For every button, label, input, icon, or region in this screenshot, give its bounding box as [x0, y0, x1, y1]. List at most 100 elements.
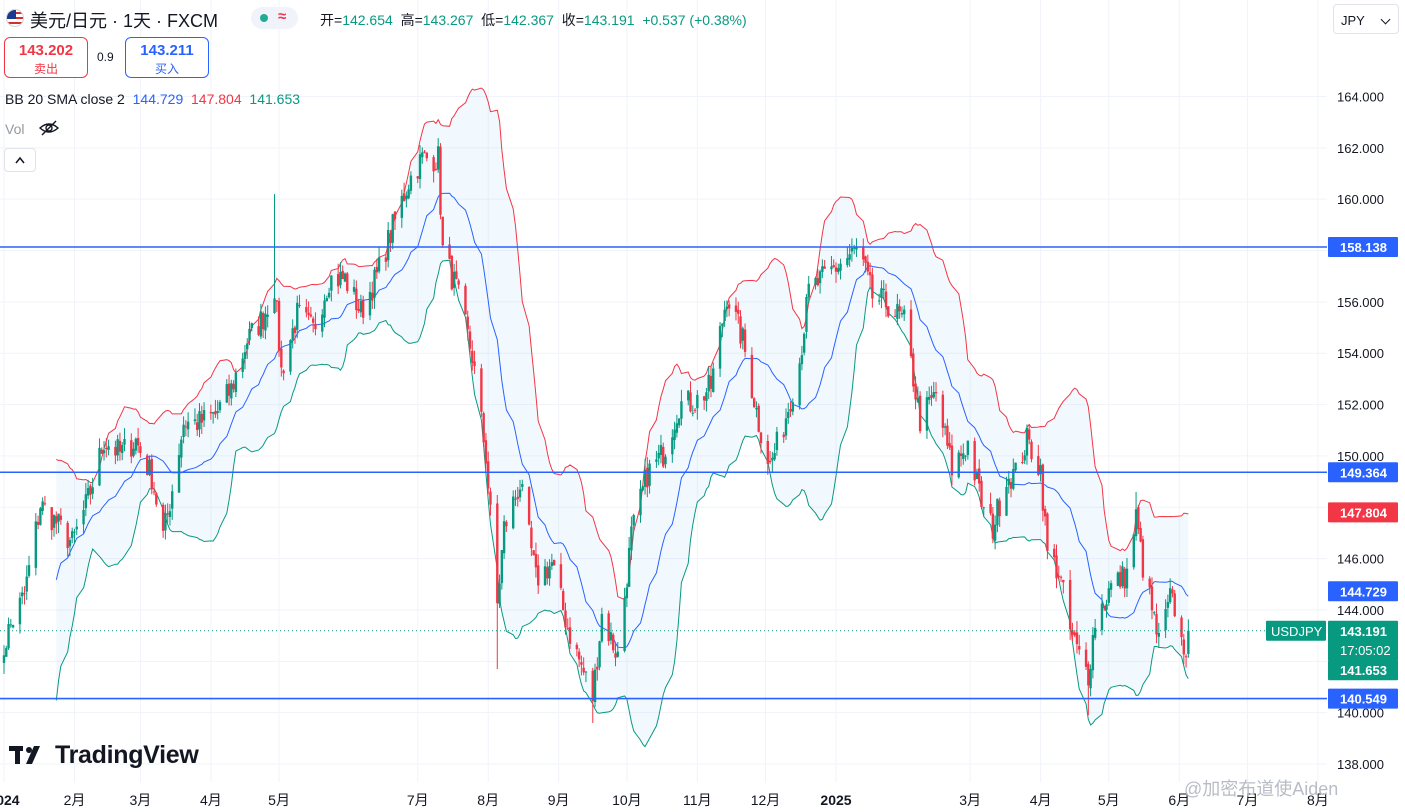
collapse-legend-button[interactable] — [4, 148, 36, 172]
market-status[interactable]: ≈ — [251, 7, 298, 29]
candle-body — [1005, 486, 1008, 516]
candle-body — [741, 328, 744, 341]
candle-body — [323, 300, 326, 318]
candle-body — [198, 411, 201, 430]
candle-body — [846, 258, 849, 266]
candle-body — [352, 287, 356, 292]
candle-body — [307, 312, 310, 315]
candle-body — [105, 448, 108, 450]
us-flag-icon — [6, 9, 24, 27]
candle-body — [566, 628, 569, 630]
candle-body — [405, 195, 408, 200]
horizontal-levels[interactable] — [0, 246, 1327, 700]
vol-indicator-label[interactable]: Vol — [5, 121, 25, 137]
candle-body — [289, 340, 292, 372]
candle-body — [791, 402, 795, 412]
time-axis[interactable]: 2024 2月 3月 4月 5月 7月 8月 9月 10月 11月 12月 2025 3月 4月 5月 6月 7… — [0, 792, 1329, 808]
candle-body — [134, 438, 138, 451]
candle-body — [943, 426, 947, 428]
symbol-tag-bg — [1266, 620, 1326, 641]
candle-body — [1043, 508, 1047, 517]
candle-body — [975, 471, 979, 480]
candle-body — [57, 513, 60, 522]
time-tick-label: 2025 — [820, 792, 851, 808]
candle-body — [27, 565, 31, 576]
candle-body — [1173, 593, 1176, 617]
buy-button[interactable]: 143.211 买入 — [125, 37, 209, 78]
candle-body — [18, 597, 22, 625]
candle-body — [452, 271, 456, 288]
tradingview-logo[interactable]: TradingView — [9, 740, 199, 770]
candle-body — [341, 270, 344, 280]
buy-label: 买入 — [154, 62, 179, 76]
candle-body — [384, 257, 388, 262]
candle-body — [980, 480, 983, 508]
candle-body — [466, 316, 469, 330]
tradingview-logo-text: TradingView — [55, 741, 199, 769]
candle-body — [368, 291, 372, 316]
eye-hidden-icon[interactable] — [38, 119, 60, 137]
candle-body — [1118, 572, 1122, 587]
candle-body — [1062, 579, 1065, 583]
candle-body — [211, 412, 215, 414]
candle-body — [639, 488, 642, 516]
candle-body — [214, 411, 217, 415]
candle-body — [548, 566, 551, 579]
currency-select[interactable]: JPY — [1333, 4, 1399, 34]
candle-body — [9, 624, 13, 626]
candle-body — [734, 305, 738, 312]
sell-button[interactable]: 143.202 卖出 — [4, 37, 88, 78]
candle-body — [1103, 605, 1106, 609]
candle-body — [432, 157, 435, 172]
candle-body — [480, 368, 483, 412]
time-tick-label: 4月 — [200, 792, 222, 808]
candle-body — [912, 353, 915, 387]
candle-body — [707, 374, 710, 392]
candle-body — [814, 277, 817, 285]
candle-body — [55, 516, 58, 524]
open-label: 开= — [320, 12, 343, 28]
time-tick-label: 8月 — [477, 792, 499, 808]
time-tick-label: 2月 — [64, 792, 86, 808]
candle-body — [98, 447, 101, 486]
candle-body — [309, 314, 313, 317]
candle-body — [346, 273, 349, 291]
candle-body — [1166, 602, 1170, 608]
candle-body — [675, 423, 679, 433]
candle-body — [500, 550, 504, 584]
candle-body — [641, 486, 644, 491]
candle-body — [218, 402, 222, 411]
candle-body — [805, 296, 808, 332]
candle-body — [471, 350, 474, 363]
price-tick-label: 138.000 — [1337, 757, 1384, 772]
candle-body — [273, 298, 276, 314]
candle-body — [66, 522, 69, 549]
candle-body — [882, 288, 885, 291]
level-149-label: 149.364 — [1340, 465, 1388, 480]
candle-body — [593, 669, 597, 703]
bb-upper-axis-label-bg — [1328, 502, 1398, 523]
candle-body — [1084, 649, 1088, 667]
candle-body — [291, 328, 294, 341]
candle-body — [648, 463, 651, 486]
candle-body — [532, 550, 535, 556]
candle-body — [164, 513, 167, 531]
candle-body — [757, 405, 760, 432]
candlesticks — [2, 138, 1190, 723]
candle-body — [998, 500, 1001, 517]
candle-body — [486, 461, 490, 489]
candle-body — [5, 648, 8, 657]
candle-body — [464, 285, 467, 315]
time-tick-label: 11月 — [683, 792, 712, 808]
candle-body — [86, 488, 90, 496]
candle-body — [441, 216, 444, 246]
symbol-title[interactable]: 美元/日元 · 1天 · FXCM — [30, 11, 218, 31]
price-tick-label: 140.000 — [1337, 706, 1384, 721]
symbol-tag: USDJPY — [1271, 624, 1323, 639]
bb-indicator-legend[interactable]: BB 20 SMA close 2 144.729 147.804 141.65… — [5, 91, 300, 107]
time-tick-label: 9月 — [548, 792, 570, 808]
bb-label: BB 20 SMA close 2 — [5, 91, 125, 107]
candle-body — [1171, 589, 1174, 594]
candle-body — [1091, 635, 1095, 671]
